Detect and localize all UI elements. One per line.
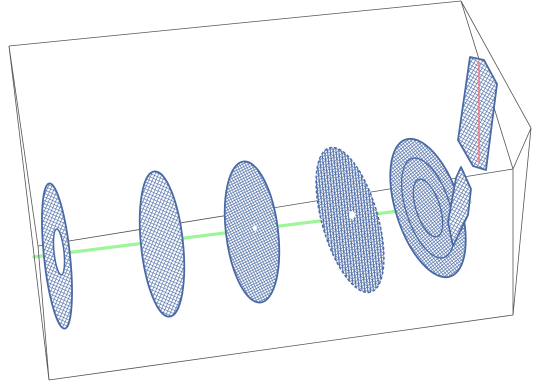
mesh-disc-icon[interactable]	[133, 169, 190, 319]
split-rectangular-plate-icon[interactable]	[447, 56, 498, 247]
annular-disc-icon[interactable]	[36, 182, 77, 330]
bounding-box-front	[8, 45, 532, 381]
scattered-mesh-disc-icon[interactable]	[302, 140, 397, 300]
concentric-ring-disc-icon[interactable]	[375, 130, 480, 287]
mesh-disc-icon[interactable]	[218, 158, 287, 305]
